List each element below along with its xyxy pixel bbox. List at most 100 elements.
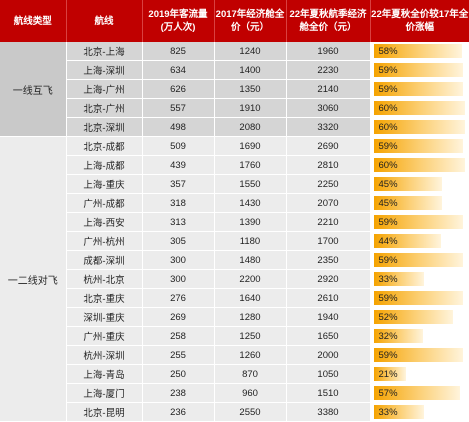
increase-label: 59% [378,216,398,228]
cell-traffic: 825 [142,42,215,61]
cell-traffic: 305 [142,231,215,251]
cell-fare2022: 2000 [286,345,371,365]
cell-route: 北京-上海 [66,42,143,61]
cell-fare2022: 2230 [286,60,371,80]
cell-fare2022: 2810 [286,155,371,175]
cell-increase: 59% [370,345,469,365]
increase-bar [373,386,460,400]
increase-bar [373,329,423,343]
cell-traffic: 439 [142,155,215,175]
increase-bar [373,215,463,229]
cell-traffic: 250 [142,364,215,384]
table-row: 广州-成都 318 1430 2070 45% [0,193,469,213]
cell-traffic: 300 [142,250,215,270]
cell-route: 上海-青岛 [66,364,143,384]
header-increase: 22年夏秋全价较17年全价涨幅 [370,0,469,42]
cell-fare2017: 1430 [214,193,287,213]
increase-label: 60% [378,159,398,171]
cell-traffic: 557 [142,98,215,118]
cell-increase: 44% [370,231,469,251]
header-category: 航线类型 [0,0,67,42]
cell-fare2017: 1240 [214,42,287,61]
cell-increase: 59% [370,250,469,270]
increase-label: 45% [378,178,398,190]
cell-route: 上海-重庆 [66,174,143,194]
table-row: 上海-青岛 250 870 1050 21% [0,364,469,384]
cell-route: 广州-成都 [66,193,143,213]
header-traffic: 2019年客流量(万人次) [142,0,215,42]
increase-bar [373,196,442,210]
cell-traffic: 255 [142,345,215,365]
cell-fare2017: 2200 [214,269,287,289]
increase-label: 59% [378,349,398,361]
cell-route: 北京-成都 [66,136,143,156]
cell-route: 广州-杭州 [66,231,143,251]
increase-label: 60% [378,102,398,114]
table-row: 北京-广州 557 1910 3060 60% [0,98,469,118]
cell-fare2017: 1640 [214,288,287,308]
increase-bar [373,310,453,324]
cell-route: 杭州-深圳 [66,345,143,365]
increase-bar [373,120,465,134]
increase-label: 45% [378,197,398,209]
cell-increase: 33% [370,402,469,422]
cell-traffic: 509 [142,136,215,156]
cell-increase: 45% [370,174,469,194]
increase-bar [373,44,462,58]
cell-fare2022: 1510 [286,383,371,403]
cell-fare2022: 2250 [286,174,371,194]
increase-bar [373,139,463,153]
increase-label: 59% [378,254,398,266]
increase-bar [373,177,442,191]
cell-traffic: 269 [142,307,215,327]
table-row: 上海-深圳 634 1400 2230 59% [0,60,469,80]
cell-fare2017: 1350 [214,79,287,99]
increase-label: 59% [378,64,398,76]
cell-traffic: 258 [142,326,215,346]
table-row: 上海-西安 313 1390 2210 59% [0,212,469,232]
cell-increase: 60% [370,155,469,175]
cell-increase: 58% [370,42,469,61]
cell-increase: 60% [370,98,469,118]
header-route: 航线 [66,0,143,42]
increase-bar [373,158,465,172]
increase-bar [373,234,441,248]
increase-label: 59% [378,292,398,304]
cell-increase: 21% [370,364,469,384]
table-row: 上海-广州 626 1350 2140 59% [0,79,469,99]
table-row: 成都-深圳 300 1480 2350 59% [0,250,469,270]
cell-fare2022: 1050 [286,364,371,384]
cell-traffic: 498 [142,117,215,137]
increase-label: 52% [378,311,398,323]
cell-traffic: 634 [142,60,215,80]
cell-increase: 57% [370,383,469,403]
increase-label: 33% [378,406,398,418]
cell-fare2022: 1960 [286,42,371,61]
table-row: 广州-重庆 258 1250 1650 32% [0,326,469,346]
cell-increase: 45% [370,193,469,213]
cell-fare2017: 1250 [214,326,287,346]
table-row: 深圳-重庆 269 1280 1940 52% [0,307,469,327]
cell-fare2022: 2210 [286,212,371,232]
cell-increase: 52% [370,307,469,327]
table-row: 杭州-北京 300 2200 2920 33% [0,269,469,289]
cell-route: 上海-广州 [66,79,143,99]
table-row: 上海-重庆 357 1550 2250 45% [0,174,469,194]
cell-increase: 59% [370,60,469,80]
cell-traffic: 357 [142,174,215,194]
cell-route: 上海-成都 [66,155,143,175]
cell-fare2017: 870 [214,364,287,384]
cell-traffic: 276 [142,288,215,308]
cell-increase: 59% [370,212,469,232]
cell-route: 北京-昆明 [66,402,143,422]
increase-label: 21% [378,368,398,380]
cell-fare2017: 1390 [214,212,287,232]
cell-increase: 32% [370,326,469,346]
cell-route: 上海-深圳 [66,60,143,80]
cell-fare2022: 2070 [286,193,371,213]
increase-bar [373,63,463,77]
table-row: 北京-昆明 236 2550 3380 33% [0,402,469,422]
cell-fare2022: 3380 [286,402,371,422]
cell-fare2022: 3320 [286,117,371,137]
